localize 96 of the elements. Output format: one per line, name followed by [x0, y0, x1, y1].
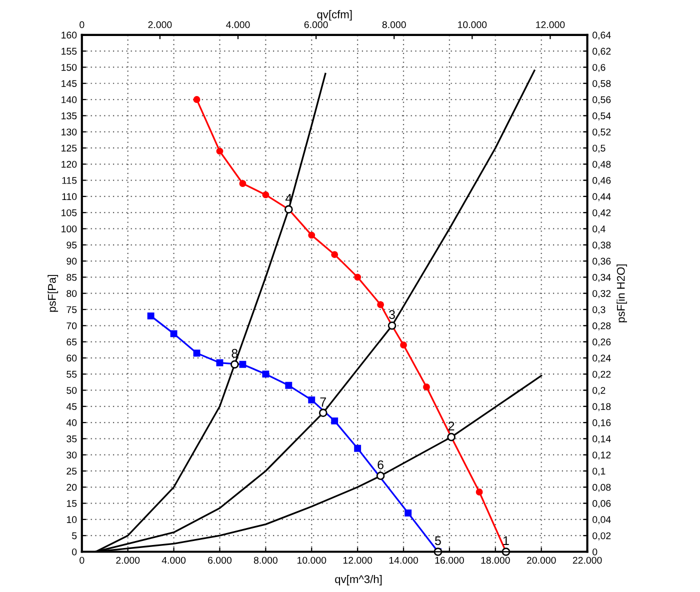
x2-tick-label: 4.000 — [226, 21, 250, 28]
annotation: 5 — [435, 536, 441, 546]
x-tick-label: 16.000 — [435, 556, 464, 564]
y-tick-label: 160 — [62, 32, 77, 39]
y2-tick-label: 0,4 — [592, 225, 606, 234]
y2-tick-label: 0,62 — [592, 48, 611, 56]
y2-tick-label: 0,3 — [592, 306, 606, 314]
x2-axis-title: qv[cfm] — [317, 10, 352, 21]
y2-tick-label: 0,08 — [592, 484, 611, 492]
y-tick-label: 125 — [62, 144, 77, 152]
y-tick-label: 145 — [62, 80, 77, 87]
y2-tick-label: 0,32 — [592, 290, 611, 298]
x2-tick-label: 0 — [80, 21, 84, 28]
y2-tick-label: 0,28 — [592, 322, 611, 330]
x-tick-label: 8.000 — [254, 556, 278, 564]
y-tick-label: 130 — [62, 128, 77, 136]
y2-tick-label: 0,34 — [592, 274, 611, 282]
y2-tick-label: 0,56 — [592, 96, 611, 104]
y2-tick-label: 0,22 — [592, 370, 611, 379]
y-tick-label: 105 — [62, 209, 77, 216]
y-tick-label: 40 — [66, 419, 77, 426]
y2-tick-label: 0,38 — [592, 242, 611, 250]
y2-tick-label: 0,1 — [592, 468, 606, 476]
y2-tick-label: 0,16 — [592, 419, 611, 428]
x-axis-title: qv[m^3/h] — [335, 575, 382, 586]
y2-tick-label: 0,52 — [592, 128, 611, 137]
y-tick-label: 95 — [66, 242, 77, 249]
y2-tick-label: 0,44 — [592, 193, 611, 202]
y2-tick-label: 0,14 — [592, 435, 611, 444]
y2-tick-label: 0,54 — [592, 112, 611, 120]
x2-tick-label: 6.000 — [304, 21, 328, 28]
y2-tick-label: 0,46 — [592, 177, 611, 186]
y-tick-label: 35 — [66, 435, 77, 442]
x-tick-label: 2.000 — [116, 556, 140, 564]
x-tick-label: 6.000 — [208, 556, 232, 564]
y2-tick-label: 0,42 — [592, 209, 611, 218]
y-tick-label: 70 — [66, 322, 77, 330]
x-tick-label: 20.000 — [526, 556, 556, 564]
annotation: 1 — [503, 536, 509, 545]
y2-tick-label: 0,5 — [592, 144, 606, 153]
y-tick-label: 10 — [66, 516, 77, 524]
y-tick-label: 110 — [62, 193, 77, 200]
y-tick-label: 90 — [66, 258, 77, 265]
annotation: 7 — [320, 397, 326, 406]
x-tick-label: 10.000 — [298, 556, 326, 564]
y-tick-label: 80 — [66, 290, 77, 297]
y2-tick-label: 0,18 — [592, 403, 611, 412]
annotation: 8 — [232, 348, 238, 358]
y2-tick-label: 0,64 — [592, 32, 611, 40]
y-tick-label: 55 — [66, 370, 77, 378]
y2-tick-label: 0,2 — [592, 386, 606, 396]
y-tick-label: 60 — [66, 354, 77, 362]
annotation: 2 — [448, 422, 454, 430]
y-tick-label: 115 — [62, 177, 77, 184]
y2-tick-label: 0,04 — [592, 516, 611, 524]
y-tick-label: 150 — [62, 64, 77, 71]
annotation: 3 — [389, 310, 395, 319]
y-tick-label: 45 — [66, 403, 77, 410]
x-tick-label: 4.000 — [162, 556, 186, 564]
y2-tick-label: 0,48 — [592, 160, 611, 169]
y-tick-label: 100 — [62, 225, 77, 232]
y-axis-title: psF[Pa] — [48, 274, 58, 312]
x2-tick-label: 2.000 — [148, 21, 172, 28]
y2-tick-label: 0 — [592, 548, 598, 556]
y-tick-label: 85 — [66, 274, 77, 281]
x-tick-label: 18.000 — [481, 556, 510, 564]
y-tick-label: 30 — [66, 452, 77, 458]
y-tick-label: 0 — [72, 548, 77, 556]
x2-tick-label: 8.000 — [382, 21, 406, 28]
annotation: 6 — [378, 460, 384, 470]
x-tick-label: 12.000 — [343, 556, 372, 564]
y2-tick-label: 0,58 — [592, 80, 611, 88]
x-tick-label: 14.000 — [389, 556, 418, 564]
y-tick-label: 15 — [66, 500, 77, 507]
y2-tick-label: 0,36 — [592, 258, 611, 266]
x2-tick-label: 10.000 — [458, 21, 487, 28]
y-tick-label: 5 — [72, 532, 77, 540]
y2-axis-title: psF[in H2O] — [616, 264, 627, 322]
x-tick-label: 0 — [80, 556, 84, 564]
y-tick-label: 135 — [62, 112, 77, 120]
y-tick-label: 65 — [66, 338, 77, 346]
y2-tick-label: 0,06 — [592, 500, 611, 508]
y2-tick-label: 0,24 — [592, 354, 611, 363]
x2-tick-label: 12.000 — [536, 21, 565, 28]
y-tick-label: 20 — [66, 484, 77, 491]
y2-tick-label: 0,12 — [592, 452, 611, 460]
y-tick-label: 50 — [66, 386, 77, 394]
y2-tick-label: 0,02 — [592, 532, 611, 540]
y-tick-label: 140 — [62, 96, 77, 104]
x-tick-label: 22.000 — [572, 556, 602, 564]
y-tick-label: 25 — [66, 468, 77, 475]
y-tick-label: 155 — [62, 48, 77, 55]
y-tick-label: 120 — [62, 160, 77, 168]
y-tick-label: 75 — [66, 306, 77, 314]
y2-tick-label: 0,6 — [592, 64, 606, 72]
y2-tick-label: 0,26 — [592, 338, 611, 347]
